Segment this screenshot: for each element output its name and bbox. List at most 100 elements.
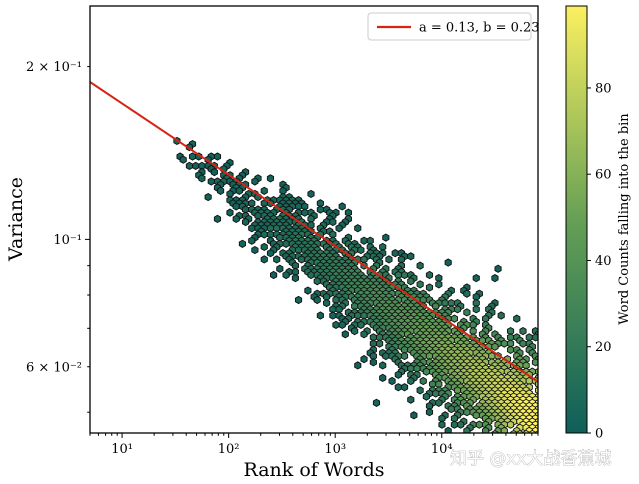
hexbin-cell [188, 152, 197, 161]
x-tick-label: 10³ [324, 442, 346, 457]
hexbin-cell [539, 377, 545, 384]
hexbin-cell [407, 395, 415, 404]
hexbin-cell [354, 224, 362, 233]
hexbin-cell [463, 289, 471, 298]
hexbin-cell [506, 345, 515, 354]
hexbin-cell [329, 311, 337, 320]
hexbin-cell [400, 351, 409, 361]
hexbin-cell [360, 330, 368, 339]
x-axis-ticks: 10¹ 10² 10³ 10⁴ [89, 433, 539, 457]
hexbin-cell [457, 420, 465, 429]
hexbin-cell [266, 249, 275, 258]
colorbar-tick-label: 80 [595, 81, 612, 96]
hexbin-cell [519, 327, 527, 336]
hexbin-cell [323, 298, 331, 308]
x-axis-title: Rank of Words [243, 459, 384, 481]
colorbar-tick-label: 40 [595, 254, 612, 269]
hexbin-cell [357, 320, 365, 330]
hexbin-cell [294, 295, 303, 305]
hexbin-cell [407, 376, 415, 386]
y-tick-label: 2 × 10⁻¹ [26, 60, 82, 75]
hexbin-cell [376, 339, 384, 348]
hexbin-cell [266, 174, 275, 183]
hexbin-cell [447, 404, 455, 414]
hexbin-cell [516, 429, 524, 433]
hexbin-cell [528, 429, 536, 433]
hexbin-cell [338, 202, 346, 211]
hexbin-cell [357, 245, 365, 255]
hexbin-cell [213, 214, 222, 224]
hexbin-cell [444, 258, 452, 267]
hexbin-cell [491, 274, 499, 283]
hexbin-cell [519, 339, 527, 348]
hexbin-cells [173, 136, 545, 433]
hexbin-cell [207, 177, 215, 186]
hexbin-cell [444, 426, 452, 433]
hexbin-cell [407, 277, 415, 286]
hexbin-cell [282, 239, 290, 248]
hexbin-cell [419, 376, 427, 386]
hexbin-cell [539, 402, 545, 409]
hexbin-cell [539, 384, 545, 391]
hexbin-cell [416, 386, 424, 395]
colorbar: 0 20 40 60 80 Word Counts falling into the b… [565, 5, 632, 442]
hexbin-cell [335, 224, 343, 233]
hexbin-cell [270, 270, 278, 280]
hexbin-cell [539, 371, 545, 378]
hexbin-cell [385, 255, 393, 264]
hexbin-cell [422, 367, 430, 376]
hexbin-cell [313, 295, 321, 305]
hexbin-cell [450, 314, 458, 323]
colorbar-tick-label: 0 [595, 427, 603, 442]
hexbin-cell [273, 255, 281, 264]
hexbin-cell [522, 429, 530, 433]
hexbin-cell [232, 202, 240, 211]
colorbar-title: Word Counts falling into the bin [617, 113, 632, 325]
hexbin-cell [416, 280, 424, 289]
hexbin-cell [232, 214, 240, 224]
hexbin-cell [491, 342, 499, 351]
hexbin-cell [316, 205, 324, 214]
hexbin-cell [338, 320, 346, 330]
y-tick-label: 6 × 10⁻² [26, 360, 82, 375]
hexbin-cell [425, 408, 434, 417]
legend: a = 0.13, b = 0.23 [367, 12, 540, 41]
hexbin-cell [251, 245, 259, 255]
colorbar-gradient [565, 5, 588, 434]
hexbin-cell [226, 208, 234, 217]
hexbin-cell [407, 252, 415, 261]
y-tick-label: 10⁻¹ [53, 233, 82, 248]
hexbin-cell [382, 233, 390, 242]
hexbin-cell [394, 383, 402, 392]
hexbin-cell [276, 264, 284, 273]
hexbin-cell [400, 270, 409, 280]
hexbin-cell [472, 411, 480, 420]
hexbin-cell [425, 283, 434, 292]
hexbin-cell [531, 358, 538, 367]
hexbin-cell [307, 270, 315, 280]
hexbin-cell [500, 426, 508, 433]
hexbin-cell [251, 177, 259, 186]
hexbin-cell [291, 274, 299, 283]
hexbin-cell [422, 392, 430, 401]
hexbin-cell [379, 373, 387, 383]
hexbin-cell [351, 327, 359, 336]
hexbin-cell [298, 255, 306, 264]
colorbar-ticks: 0 20 40 60 80 [587, 81, 612, 442]
hexbin-cell [435, 280, 443, 289]
colorbar-tick-label: 20 [595, 340, 612, 355]
y-axis-ticks: 6 × 10⁻² 10⁻¹ 2 × 10⁻¹ [26, 60, 90, 413]
colorbar-tick-label: 60 [595, 168, 612, 183]
hexbin-cell [400, 383, 409, 392]
hexbin-cell [210, 168, 218, 177]
watermark-text: 知乎 @xx大战香蕉城 [450, 449, 612, 469]
hexbin-cell [410, 411, 418, 420]
hexbin-cell [260, 255, 268, 264]
hexbin-cell [316, 311, 324, 320]
hexbin-cell [332, 320, 340, 330]
hexbin-cell [341, 330, 349, 339]
hexbin-cell [382, 351, 390, 361]
hexbin-cell [531, 333, 538, 342]
hexbin-cell [463, 426, 471, 433]
